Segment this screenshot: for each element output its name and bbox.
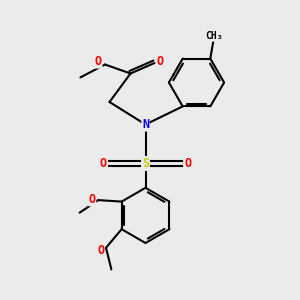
Text: O: O [97, 244, 104, 257]
Text: O: O [99, 157, 106, 170]
Text: O: O [185, 157, 192, 170]
Text: CH₃: CH₃ [206, 31, 223, 41]
Text: O: O [95, 55, 102, 68]
Text: O: O [88, 193, 96, 206]
Text: N: N [142, 118, 149, 131]
Text: O: O [156, 55, 164, 68]
Text: S: S [142, 157, 149, 170]
